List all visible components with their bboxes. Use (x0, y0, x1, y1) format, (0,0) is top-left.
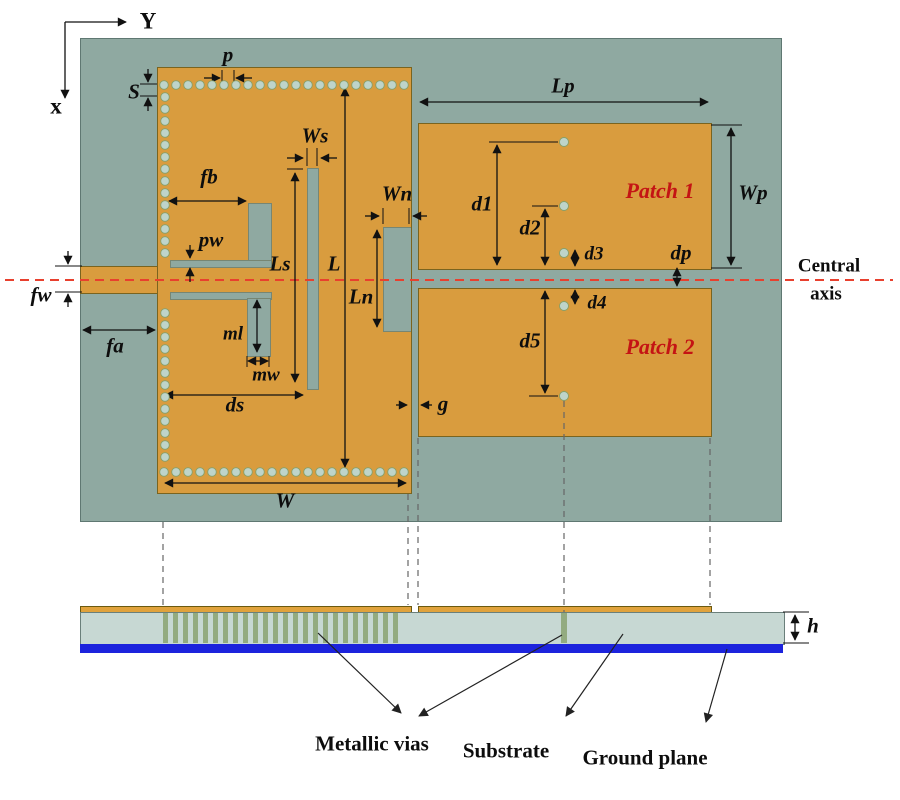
slot-upper-horizontal (170, 260, 272, 268)
label-Wp: Wp (738, 180, 768, 205)
label-S: S (128, 79, 140, 104)
slot-upper-vertical (248, 203, 272, 262)
label-h: h (807, 613, 819, 638)
patch-2 (418, 288, 712, 437)
label-Ls: Ls (269, 251, 291, 276)
patch-1-label: Patch 1 (625, 178, 695, 203)
slot-center (307, 168, 319, 390)
label-Ln: Ln (348, 284, 374, 309)
notch-right-wall (383, 227, 411, 332)
label-fw: fw (30, 282, 52, 307)
label-W: W (275, 488, 295, 513)
label-ml: ml (222, 323, 244, 345)
central-axis-label-line2: axis (810, 283, 842, 305)
ground-plane-label: Ground plane (582, 745, 708, 770)
label-d3: d3 (584, 243, 604, 265)
label-L: L (327, 251, 341, 276)
label-ds: ds (225, 392, 245, 417)
label-p: p (222, 42, 234, 67)
axis-y-label: Y (139, 8, 157, 34)
xsec-substrate (80, 612, 785, 645)
siw-cavity (157, 67, 412, 494)
label-mw: mw (252, 364, 280, 386)
label-Lp: Lp (551, 73, 575, 98)
label-fa: fa (106, 333, 124, 358)
label-d5: d5 (519, 328, 541, 353)
label-d1: d1 (471, 191, 493, 216)
slot-lower-horizontal (170, 292, 272, 300)
label-g: g (437, 391, 449, 416)
label-dp: dp (670, 240, 692, 265)
label-Ws: Ws (301, 123, 329, 148)
central-axis-label-line1: Central (797, 255, 861, 277)
label-fb: fb (200, 164, 218, 189)
substrate-label: Substrate (462, 738, 550, 763)
label-pw: pw (198, 227, 224, 252)
label-d2: d2 (519, 215, 541, 240)
axis-x-label: x (50, 93, 62, 119)
patch-1 (418, 123, 712, 270)
slot-lower-vertical (247, 298, 271, 357)
label-d4: d4 (587, 292, 607, 314)
label-Wn: Wn (381, 181, 413, 206)
feed-line (80, 266, 161, 294)
metallic-vias-label: Metallic vias (315, 731, 429, 756)
patch-2-label: Patch 2 (625, 334, 695, 359)
xsec-ground-plane (80, 644, 783, 653)
